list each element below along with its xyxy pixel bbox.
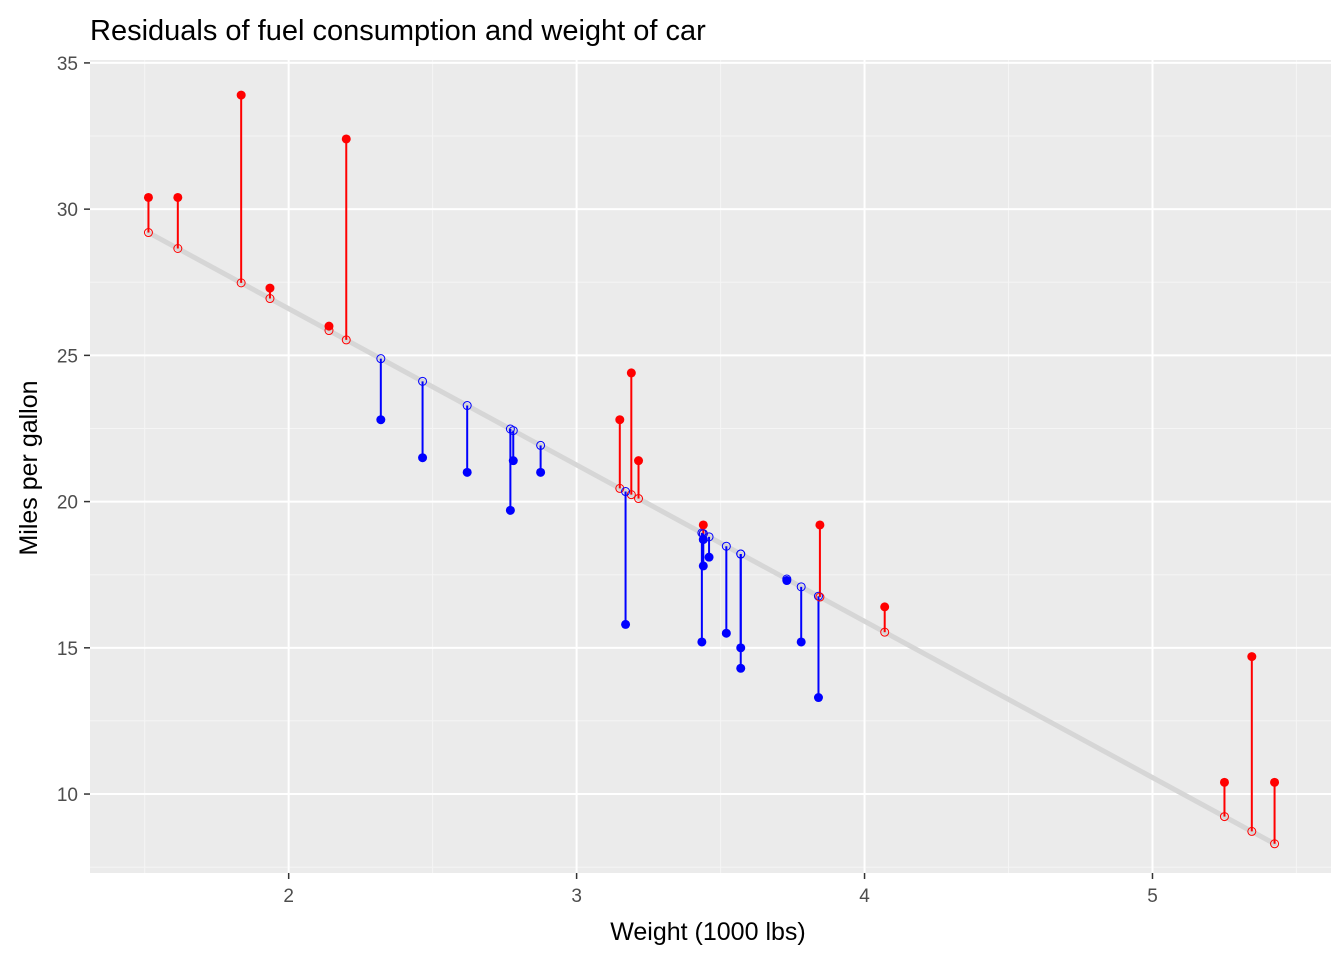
y-axis: 10 15 20 25 30 35 bbox=[57, 54, 90, 806]
x-tick-label: 3 bbox=[571, 886, 582, 907]
chart-title: Residuals of fuel consumption and weight… bbox=[90, 15, 706, 47]
observed-point bbox=[1247, 652, 1257, 662]
predicted-point bbox=[236, 278, 246, 288]
predicted-point bbox=[815, 592, 825, 602]
observed-point bbox=[815, 520, 825, 530]
observed-point bbox=[508, 456, 518, 466]
y-tick-label: 15 bbox=[57, 639, 78, 660]
observed-point bbox=[376, 415, 386, 425]
x-axis-label: Weight (1000 lbs) bbox=[610, 918, 805, 946]
predicted-point bbox=[796, 582, 806, 592]
observed-point bbox=[634, 456, 644, 466]
observed-point bbox=[698, 535, 708, 545]
predicted-point bbox=[265, 294, 275, 304]
observed-points bbox=[143, 90, 1280, 787]
fit-line bbox=[145, 230, 1278, 847]
predicted-point bbox=[1219, 812, 1229, 822]
observed-point bbox=[462, 467, 472, 477]
plot-panel bbox=[90, 60, 1331, 873]
observed-point bbox=[341, 134, 351, 144]
observed-point bbox=[615, 415, 625, 425]
predicted-point bbox=[143, 228, 153, 238]
predicted-point bbox=[418, 376, 428, 386]
observed-point bbox=[505, 505, 515, 515]
observed-point bbox=[698, 561, 708, 571]
observed-point bbox=[813, 693, 823, 703]
observed-point bbox=[697, 637, 707, 647]
predicted-point bbox=[736, 549, 746, 559]
predicted-point bbox=[813, 591, 823, 601]
x-tick-label: 4 bbox=[859, 886, 870, 907]
predicted-point bbox=[1270, 839, 1280, 849]
observed-point bbox=[621, 619, 631, 629]
observed-point bbox=[736, 663, 746, 673]
observed-point bbox=[173, 192, 183, 202]
observed-point bbox=[265, 283, 275, 293]
y-tick-label: 35 bbox=[57, 54, 78, 75]
x-tick-label: 2 bbox=[283, 886, 294, 907]
observed-point bbox=[143, 192, 153, 202]
observed-point bbox=[704, 552, 714, 562]
observed-point bbox=[721, 628, 731, 638]
observed-point bbox=[324, 321, 334, 331]
predicted-point bbox=[536, 440, 546, 450]
fit-line-layer bbox=[145, 230, 1278, 847]
predicted-point bbox=[721, 541, 731, 551]
predicted-point bbox=[508, 426, 518, 436]
y-tick-label: 25 bbox=[57, 346, 78, 367]
predicted-point bbox=[621, 487, 631, 497]
x-axis: 2 3 4 5 bbox=[283, 873, 1158, 907]
observed-point bbox=[236, 90, 246, 100]
predicted-point bbox=[615, 483, 625, 493]
predicted-point bbox=[341, 335, 351, 345]
observed-point bbox=[736, 643, 746, 653]
observed-point bbox=[782, 576, 792, 586]
observed-point bbox=[796, 637, 806, 647]
observed-point bbox=[418, 453, 428, 463]
observed-point bbox=[698, 520, 708, 530]
observed-point bbox=[626, 368, 636, 378]
predicted-point bbox=[173, 243, 183, 253]
predicted-point bbox=[1247, 826, 1257, 836]
observed-point bbox=[1270, 777, 1280, 787]
predicted-point bbox=[376, 354, 386, 364]
x-tick-label: 5 bbox=[1147, 886, 1158, 907]
y-tick-label: 30 bbox=[57, 200, 78, 221]
y-tick-label: 10 bbox=[57, 785, 78, 806]
predicted-point bbox=[880, 627, 890, 637]
predicted-point bbox=[634, 494, 644, 504]
observed-point bbox=[1219, 777, 1229, 787]
observed-point bbox=[880, 602, 890, 612]
minor-gridlines bbox=[90, 60, 1331, 873]
predicted-point bbox=[462, 401, 472, 411]
predicted-point bbox=[626, 490, 636, 500]
y-axis-label: Miles per gallon bbox=[15, 380, 43, 555]
y-tick-label: 20 bbox=[57, 493, 78, 514]
observed-point bbox=[536, 467, 546, 477]
